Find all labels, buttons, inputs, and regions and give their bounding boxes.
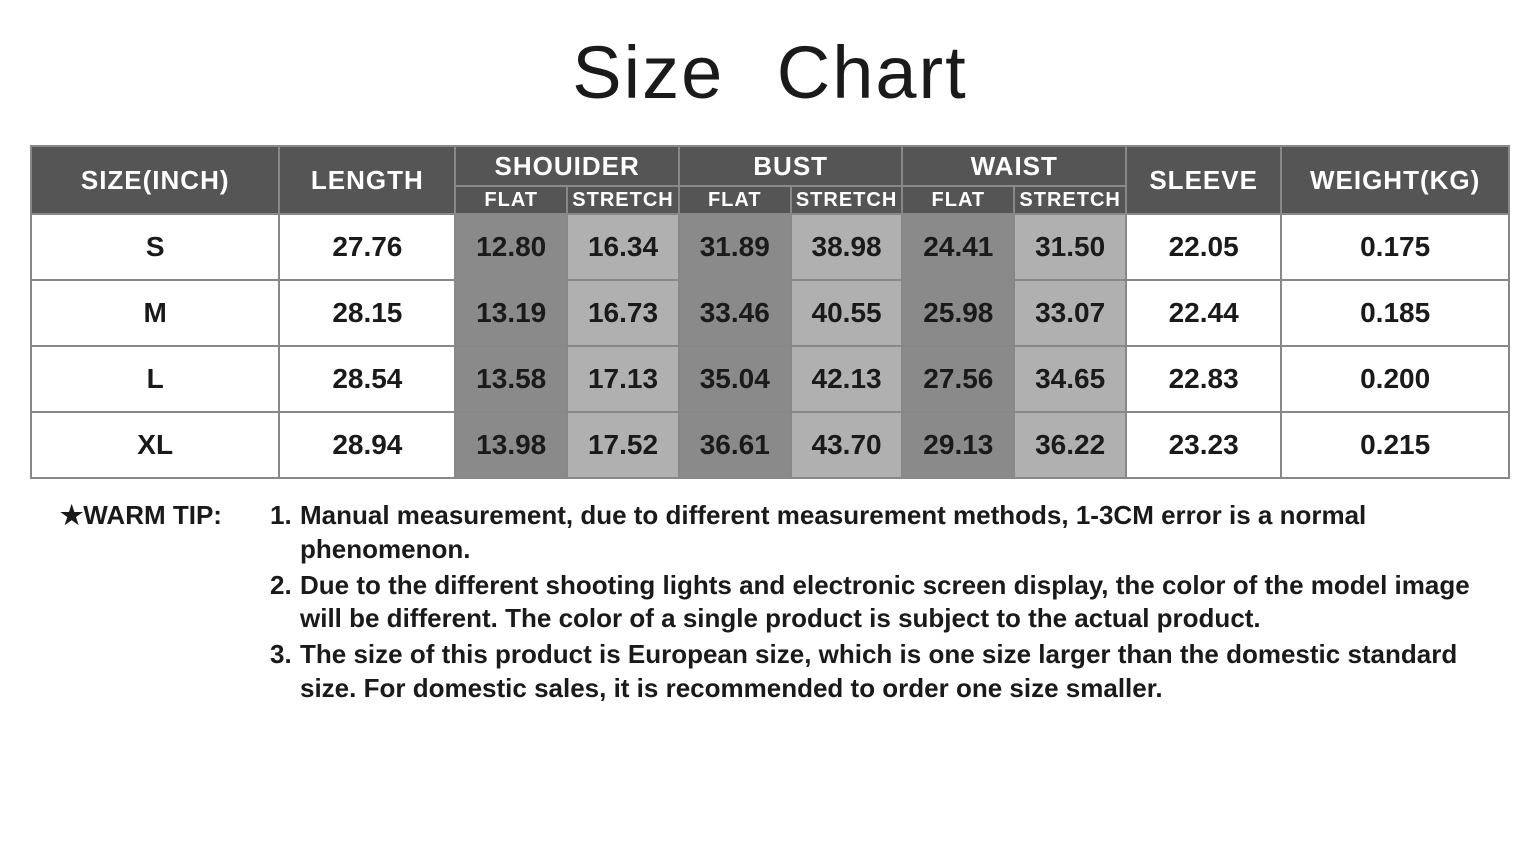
table-row: M 28.15 13.19 16.73 33.46 40.55 25.98 33… <box>31 280 1509 346</box>
warm-tip-label: ★WARM TIP: <box>60 499 270 533</box>
cell-weight: 0.200 <box>1281 346 1509 412</box>
cell-bust-stretch: 43.70 <box>791 412 903 478</box>
cell-length: 28.94 <box>279 412 455 478</box>
col-size-header: SIZE(INCH) <box>31 146 279 214</box>
warm-tip-text: Manual measurement, due to different mea… <box>300 499 1480 567</box>
warm-tip-text: Due to the different shooting lights and… <box>300 569 1480 637</box>
col-shoulder-header: SHOUIDER <box>455 146 679 186</box>
cell-weight: 0.175 <box>1281 214 1509 280</box>
warm-tip-body: 1. Manual measurement, due to different … <box>270 499 1480 708</box>
col-shoulder-flat-header: FLAT <box>455 186 567 214</box>
table-row: S 27.76 12.80 16.34 31.89 38.98 24.41 31… <box>31 214 1509 280</box>
cell-waist-stretch: 36.22 <box>1014 412 1126 478</box>
col-bust-stretch-header: STRETCH <box>791 186 903 214</box>
cell-shoulder-flat: 13.98 <box>455 412 567 478</box>
cell-waist-flat: 29.13 <box>902 412 1014 478</box>
size-chart-body: S 27.76 12.80 16.34 31.89 38.98 24.41 31… <box>31 214 1509 478</box>
cell-shoulder-stretch: 16.34 <box>567 214 679 280</box>
page-title: Size Chart <box>0 30 1540 115</box>
cell-waist-stretch: 33.07 <box>1014 280 1126 346</box>
table-row: XL 28.94 13.98 17.52 36.61 43.70 29.13 3… <box>31 412 1509 478</box>
cell-waist-flat: 24.41 <box>902 214 1014 280</box>
cell-sleeve: 23.23 <box>1126 412 1281 478</box>
cell-length: 28.15 <box>279 280 455 346</box>
warm-tip-num: 3. <box>270 638 300 706</box>
cell-bust-flat: 31.89 <box>679 214 791 280</box>
col-waist-flat-header: FLAT <box>902 186 1014 214</box>
cell-length: 27.76 <box>279 214 455 280</box>
warm-tip-item: 1. Manual measurement, due to different … <box>270 499 1480 567</box>
cell-shoulder-flat: 13.58 <box>455 346 567 412</box>
cell-shoulder-stretch: 17.13 <box>567 346 679 412</box>
cell-sleeve: 22.05 <box>1126 214 1281 280</box>
size-chart-table-wrap: SIZE(INCH) LENGTH SHOUIDER BUST WAIST SL… <box>30 145 1510 479</box>
cell-size: M <box>31 280 279 346</box>
cell-waist-flat: 25.98 <box>902 280 1014 346</box>
col-length-header: LENGTH <box>279 146 455 214</box>
col-bust-flat-header: FLAT <box>679 186 791 214</box>
col-waist-stretch-header: STRETCH <box>1014 186 1126 214</box>
warm-tip-num: 1. <box>270 499 300 567</box>
cell-bust-flat: 33.46 <box>679 280 791 346</box>
cell-bust-stretch: 42.13 <box>791 346 903 412</box>
warm-tip-item: 2. Due to the different shooting lights … <box>270 569 1480 637</box>
cell-weight: 0.215 <box>1281 412 1509 478</box>
cell-waist-stretch: 34.65 <box>1014 346 1126 412</box>
col-waist-header: WAIST <box>902 146 1126 186</box>
table-row: L 28.54 13.58 17.13 35.04 42.13 27.56 34… <box>31 346 1509 412</box>
cell-weight: 0.185 <box>1281 280 1509 346</box>
cell-shoulder-flat: 13.19 <box>455 280 567 346</box>
cell-bust-stretch: 40.55 <box>791 280 903 346</box>
cell-bust-flat: 35.04 <box>679 346 791 412</box>
col-shoulder-stretch-header: STRETCH <box>567 186 679 214</box>
cell-bust-stretch: 38.98 <box>791 214 903 280</box>
cell-shoulder-flat: 12.80 <box>455 214 567 280</box>
warm-tip-text: The size of this product is European siz… <box>300 638 1480 706</box>
col-sleeve-header: SLEEVE <box>1126 146 1281 214</box>
size-chart-table: SIZE(INCH) LENGTH SHOUIDER BUST WAIST SL… <box>30 145 1510 479</box>
warm-tip-num: 2. <box>270 569 300 637</box>
cell-shoulder-stretch: 17.52 <box>567 412 679 478</box>
warm-tips-section: ★WARM TIP: 1. Manual measurement, due to… <box>60 499 1480 708</box>
cell-shoulder-stretch: 16.73 <box>567 280 679 346</box>
cell-size: XL <box>31 412 279 478</box>
cell-size: L <box>31 346 279 412</box>
cell-sleeve: 22.83 <box>1126 346 1281 412</box>
cell-bust-flat: 36.61 <box>679 412 791 478</box>
col-bust-header: BUST <box>679 146 903 186</box>
cell-length: 28.54 <box>279 346 455 412</box>
warm-tip-item: 3. The size of this product is European … <box>270 638 1480 706</box>
cell-sleeve: 22.44 <box>1126 280 1281 346</box>
col-weight-header: WEIGHT(KG) <box>1281 146 1509 214</box>
cell-waist-stretch: 31.50 <box>1014 214 1126 280</box>
cell-size: S <box>31 214 279 280</box>
cell-waist-flat: 27.56 <box>902 346 1014 412</box>
